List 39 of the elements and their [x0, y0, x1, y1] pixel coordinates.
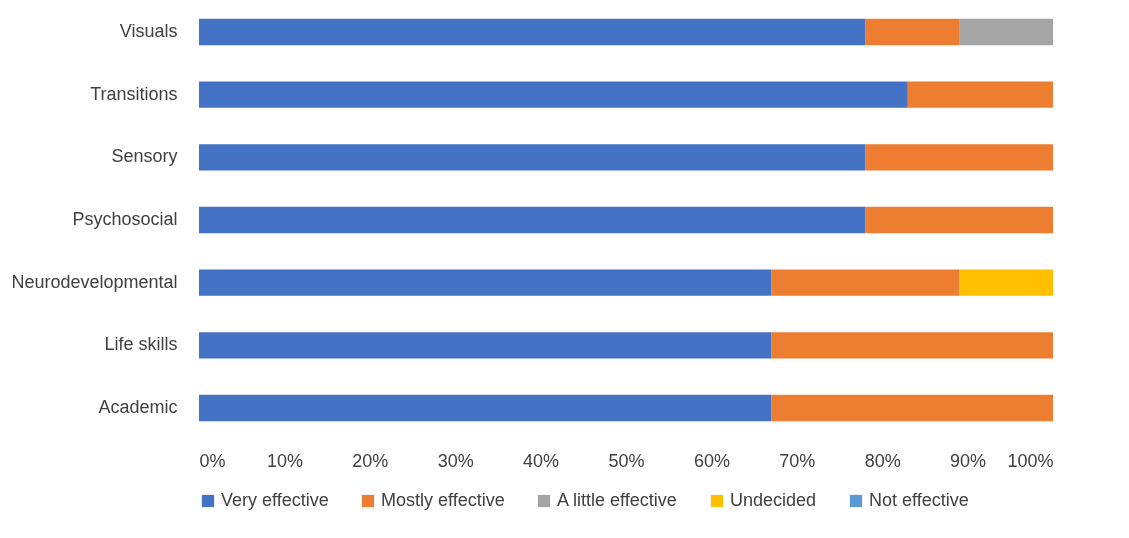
bar — [959, 269, 1053, 296]
bar — [771, 332, 1053, 359]
x-tick-label: 100% — [1007, 450, 1054, 471]
bar — [199, 394, 772, 422]
legend-label: Mostly effective — [381, 490, 505, 510]
bar — [199, 206, 866, 234]
legend-label: Not effective — [869, 490, 969, 510]
bar — [199, 81, 908, 108]
legend-label: Undecided — [730, 490, 817, 510]
x-tick-label: 60% — [693, 450, 730, 471]
legend-label: A little effective — [557, 490, 677, 510]
x-tick-label: 20% — [352, 450, 389, 471]
bar — [907, 81, 1053, 108]
x-tick-label: 70% — [779, 450, 816, 471]
bar — [771, 269, 960, 296]
y-tick-label: Sensory — [111, 146, 178, 167]
bar — [865, 206, 1053, 234]
y-tick-label: Transitions — [90, 83, 178, 104]
y-tick-label: Psychosocial — [72, 209, 178, 229]
bar — [199, 18, 866, 46]
x-tick-label: 50% — [608, 450, 645, 471]
bar — [199, 269, 772, 296]
bar — [199, 332, 772, 359]
legend-label: Very effective — [221, 490, 329, 510]
bar — [865, 18, 960, 46]
y-tick-label: Academic — [98, 397, 178, 418]
x-tick-label: 90% — [950, 450, 987, 471]
bar — [771, 394, 1053, 422]
x-tick-label: 80% — [864, 450, 901, 471]
x-tick-label: 30% — [437, 450, 474, 471]
y-tick-label: Life skills — [104, 334, 178, 355]
bar — [199, 144, 866, 171]
bar — [959, 18, 1053, 46]
x-tick-label: 10% — [266, 450, 303, 471]
y-tick-label: Neurodevelopmental — [11, 271, 178, 292]
bar — [865, 144, 1053, 171]
x-tick-label: 0% — [199, 450, 226, 471]
x-tick-label: 40% — [523, 450, 560, 471]
y-tick-label: Visuals — [119, 20, 178, 41]
